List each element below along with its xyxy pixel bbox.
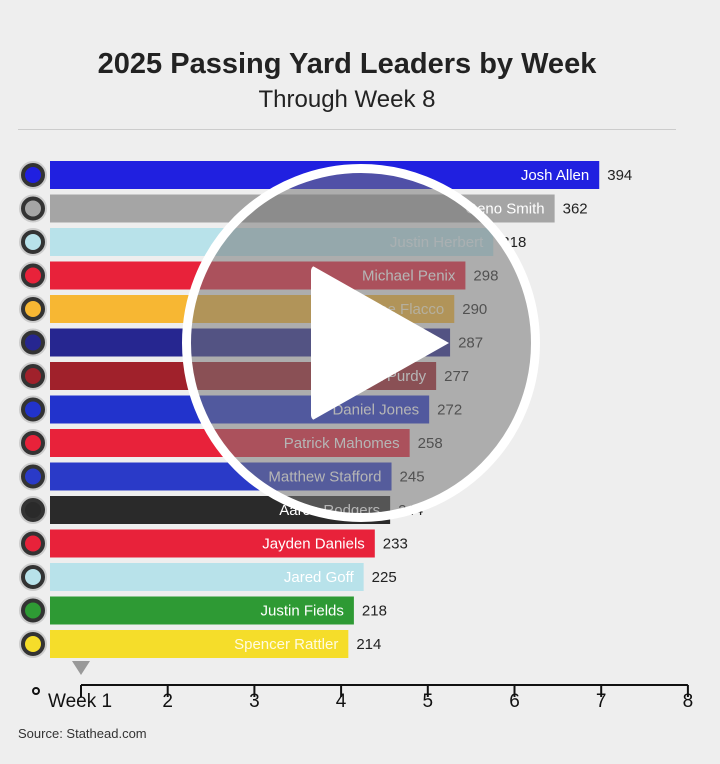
team-logo-icon: [25, 602, 41, 619]
value-label: 233: [383, 536, 408, 553]
team-logo-icon: [25, 234, 41, 250]
bar: [50, 563, 364, 591]
timeline-marker-icon: [32, 687, 40, 695]
team-logo-icon: [25, 267, 41, 284]
team-logo-icon: [25, 502, 41, 518]
timeline-tick-label: 5: [423, 691, 434, 712]
bar-label: Josh Allen: [521, 167, 589, 184]
bar-label: Jayden Daniels: [262, 536, 365, 553]
timeline-tick-label: 3: [249, 691, 260, 712]
bar: [50, 596, 354, 625]
timeline-pointer-icon: [72, 661, 90, 675]
chart-subtitle: Through Week 8: [258, 86, 436, 113]
chart-title: 2025 Passing Yard Leaders by Week: [97, 48, 597, 80]
team-logo-icon: [25, 569, 41, 585]
team-logo-icon: [25, 535, 41, 552]
team-logo-icon: [25, 435, 41, 451]
team-logo-icon: [25, 200, 41, 217]
value-label: 225: [372, 569, 397, 586]
divider: [18, 129, 676, 130]
team-logo-icon: [25, 301, 41, 317]
timeline-tick-label: 8: [683, 691, 694, 712]
bar-label: Justin Fields: [261, 603, 344, 620]
timeline-tick-label: 4: [336, 691, 347, 712]
value-label: 362: [563, 201, 588, 218]
bar: [50, 630, 349, 658]
timeline-tick-label: 6: [509, 691, 520, 712]
timeline-tick-label: 2: [162, 691, 173, 712]
play-button[interactable]: [182, 164, 540, 522]
timeline-tick-label: 7: [596, 691, 607, 712]
value-label: 394: [607, 167, 632, 184]
value-label: 218: [362, 603, 387, 620]
team-logo-icon: [25, 368, 41, 384]
team-logo-icon: [25, 334, 41, 351]
team-logo-icon: [25, 167, 41, 183]
bar-label: Jared Goff: [284, 569, 355, 586]
team-logo-icon: [25, 401, 41, 418]
value-label: 214: [356, 636, 381, 653]
team-logo-icon: [25, 468, 41, 485]
source-note: Source: Stathead.com: [18, 726, 147, 741]
bar: [50, 529, 375, 558]
play-icon: [311, 265, 449, 421]
bar-label: Spencer Rattler: [234, 636, 338, 653]
team-logo-icon: [25, 636, 41, 652]
timeline-tick-label: Week 1: [48, 691, 112, 712]
